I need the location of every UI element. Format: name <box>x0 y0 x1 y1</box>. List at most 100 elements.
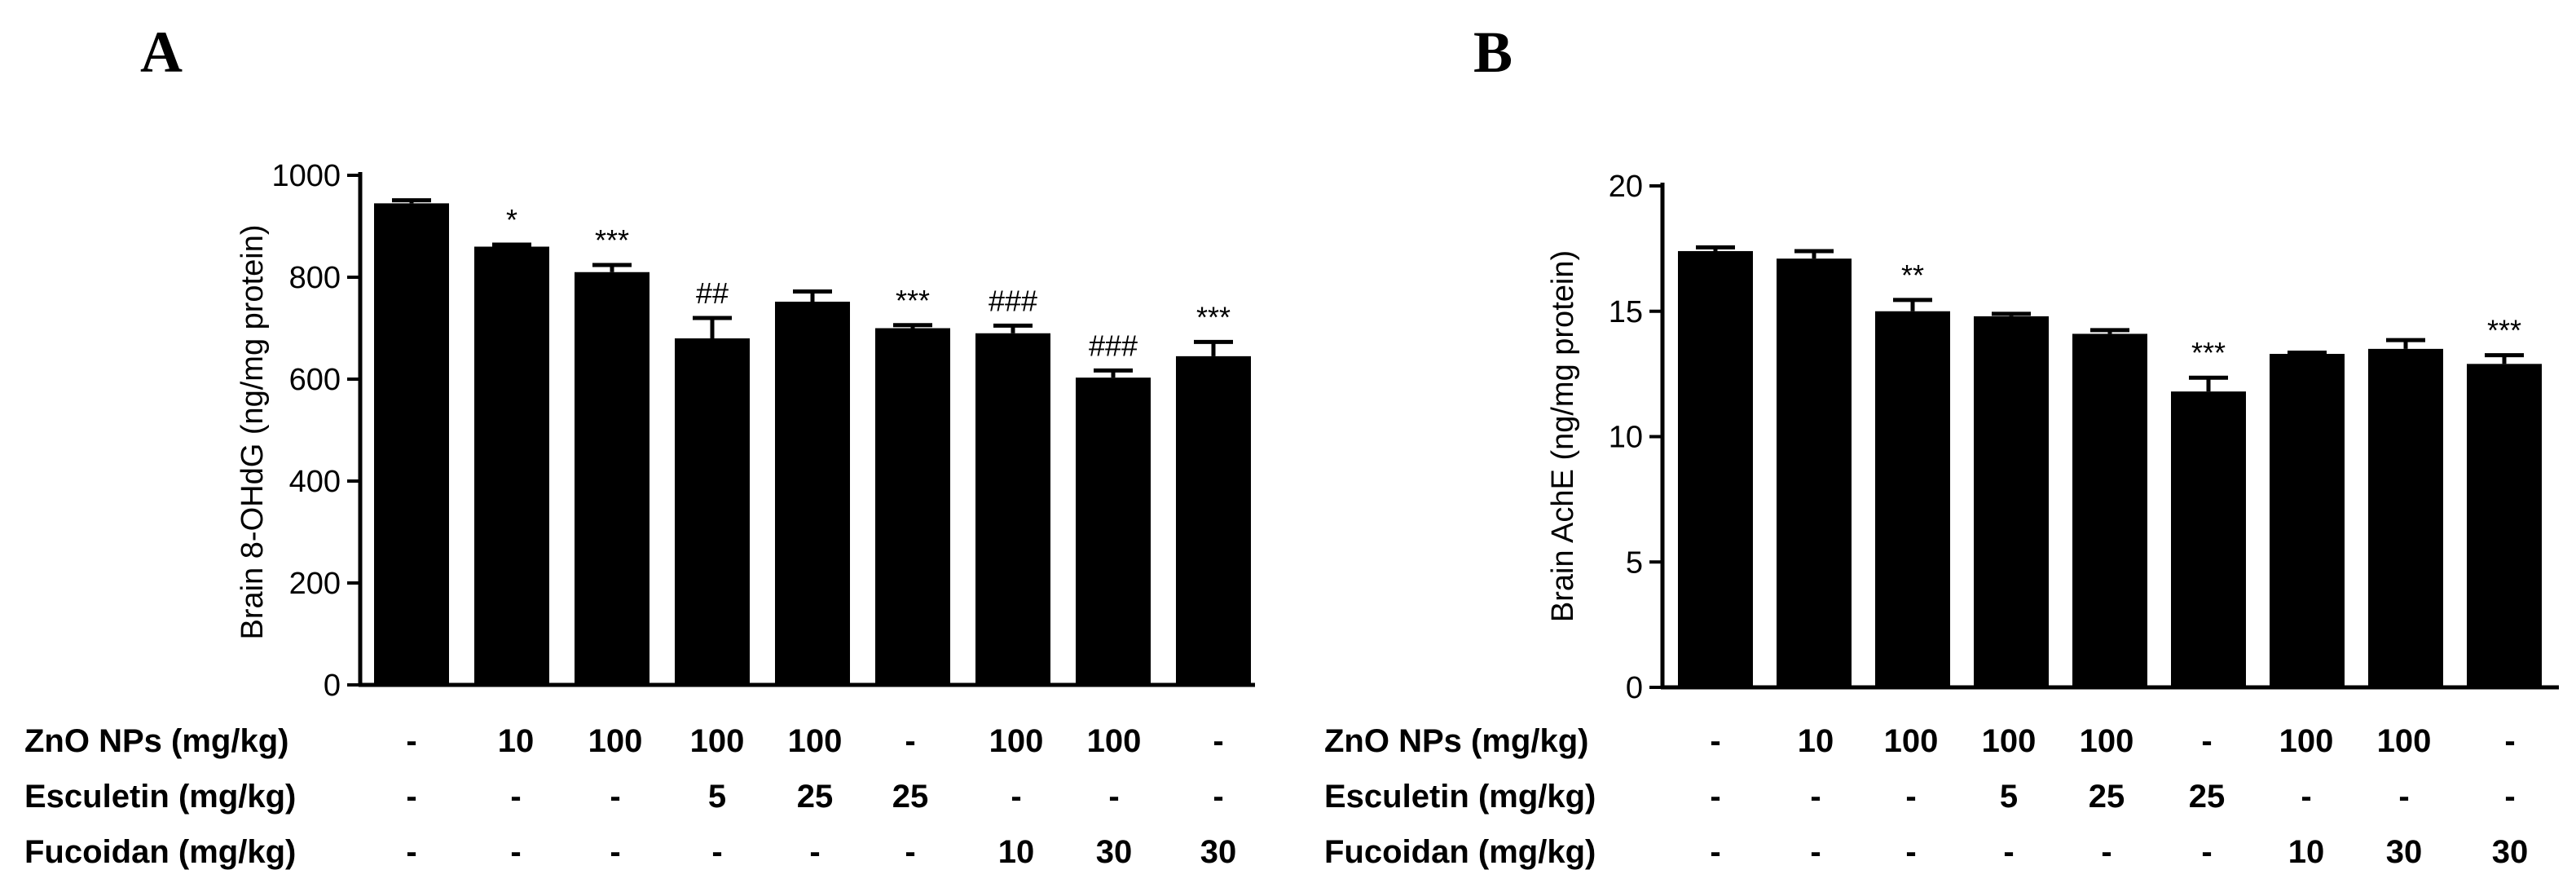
panel-a-y-tick-label: 1000 <box>271 159 341 193</box>
panel-b-y-tick-label: 5 <box>1626 545 1643 580</box>
panel-a-row-label: ZnO NPs (mg/kg) <box>24 723 288 759</box>
panel-a-row-cell: 10 <box>498 723 535 759</box>
panel-a-row-cell: 30 <box>1096 834 1133 870</box>
panel-a-row-cell: 5 <box>708 779 726 815</box>
panel-b-row-cell: - <box>1710 834 1720 870</box>
panel-a-significance-label: ### <box>1089 329 1138 362</box>
panel-b-row-cell: - <box>2301 779 2311 815</box>
panel-b-row-cell: 10 <box>1798 723 1834 759</box>
panel-a-bar <box>775 302 850 685</box>
panel-a-bar <box>1076 378 1151 685</box>
panel-a-row-cell: - <box>406 834 416 870</box>
panel-b-significance-label: *** <box>2487 314 2521 347</box>
panel-a-row-label: Esculetin (mg/kg) <box>24 779 296 815</box>
panel-b-row-label: Fucoidan (mg/kg) <box>1324 834 1596 870</box>
panel-a-significance-label: *** <box>595 223 629 257</box>
panel-a-row-cell: - <box>406 723 416 759</box>
panel-a-row-cell: - <box>1108 779 1119 815</box>
panel-a-row-cell: 100 <box>690 723 745 759</box>
panel-b-row-cell: 30 <box>2386 834 2423 870</box>
panel-a-row-cell: 100 <box>788 723 843 759</box>
panel-b-axes <box>1660 183 2559 690</box>
panel-a-axes <box>358 172 1255 687</box>
panel-b-row-cell: 100 <box>1884 723 1939 759</box>
panel-b-row-cell: - <box>2504 779 2515 815</box>
panel-a-row-cell: - <box>610 779 620 815</box>
panel-a-row-cell: 25 <box>892 779 929 815</box>
panel-b-row-cell: - <box>2504 723 2515 759</box>
panel-b-significance-label: *** <box>2191 336 2226 369</box>
panel-a-bar <box>474 246 549 685</box>
panel-a-significance-label: * <box>506 203 517 236</box>
panel-b-row-cell: 25 <box>2189 779 2226 815</box>
panel-b-row-cell: - <box>1710 723 1720 759</box>
panel-b-y-tick-label: 20 <box>1609 170 1643 204</box>
panel-b-row-cell: 100 <box>1982 723 2037 759</box>
panel-b-y-tick-label: 0 <box>1626 671 1643 705</box>
panel-a-significance-label: *** <box>1196 300 1231 333</box>
panel-a-row-cell: - <box>610 834 620 870</box>
panel-b-row-cell: 5 <box>2000 779 2018 815</box>
panel-b-y-tick-label: 15 <box>1609 295 1643 329</box>
panel-b-row-cell: - <box>1810 834 1821 870</box>
panel-a-bar <box>575 272 650 685</box>
panel-a-treatment-table: ZnO NPs (mg/kg) - 10 100 100 100 - 100 100 - Escul… <box>24 723 1236 870</box>
panel-b-row-cell: 30 <box>2492 834 2529 870</box>
panel-b-y-tick-label: 10 <box>1609 421 1643 455</box>
panel-a-y-tick-label: 0 <box>324 669 341 703</box>
panel-a-bar <box>975 333 1050 685</box>
panel-a-row-cell: - <box>510 834 521 870</box>
panel-b-row-cell: 25 <box>2089 779 2125 815</box>
panel-a-row-cell: 25 <box>797 779 834 815</box>
panel-a-significance-label: ### <box>989 284 1037 317</box>
panel-a-bar <box>675 338 750 685</box>
panel-a-significance-label: *** <box>896 284 930 317</box>
panel-b-bar <box>2270 354 2345 687</box>
panel-a-row-cell: - <box>510 779 521 815</box>
panel-b-row-cell: - <box>1905 779 1916 815</box>
panel-a-bar <box>875 328 950 685</box>
panel-a-y-tick-label: 800 <box>289 261 341 295</box>
panel-a-row-cell: - <box>1213 723 1223 759</box>
panel-a-row-cell: 30 <box>1200 834 1237 870</box>
panel-a-bar <box>1176 355 1251 685</box>
panel-b-row-cell: 100 <box>2080 723 2134 759</box>
panel-b-y-axis-label: Brain AchE (ng/mg protein) <box>1546 250 1580 622</box>
panel-b-bar <box>1974 316 2049 687</box>
panel-b-row-cell: - <box>2101 834 2111 870</box>
panel-a-row-cell: - <box>1011 779 1021 815</box>
panel-b-row-cell: 10 <box>2288 834 2325 870</box>
panel-b-row-label: Esculetin (mg/kg) <box>1324 779 1596 815</box>
panel-b-bar <box>2072 333 2147 687</box>
panel-a-y-axis-label: Brain 8-OHdG (ng/mg protein) <box>236 225 270 640</box>
panel-a-annotations: ****## *** ######*** <box>506 203 1231 362</box>
panel-a-row-cell: 100 <box>989 723 1044 759</box>
panel-a-row-label: Fucoidan (mg/kg) <box>24 834 296 870</box>
panel-b-bar <box>1875 311 1950 687</box>
panel-a-y-tick-label: 600 <box>289 363 341 397</box>
panel-a-row-cell: - <box>905 834 915 870</box>
panel-a-bars <box>374 203 1251 685</box>
panel-a-error-bars <box>392 198 1233 378</box>
panel-b-row-cell: - <box>1905 834 1916 870</box>
panel-b-bar <box>2368 348 2443 687</box>
panel-a-row-cell: 100 <box>1087 723 1142 759</box>
panel-a-significance-label: ## <box>696 276 729 310</box>
panel-a-y-tick-label: 200 <box>289 567 341 601</box>
panel-b-row-cell: - <box>2398 779 2409 815</box>
panel-b-treatment-table: ZnO NPs (mg/kg) - 10 100 100 100 - 100 100 - Escul… <box>1324 723 2528 870</box>
panel-b-bar <box>1678 250 1753 687</box>
panel-b-significance-label: ** <box>1901 258 1924 292</box>
panel-a-row-cell: - <box>905 723 915 759</box>
panel-b-row-cell: 100 <box>2279 723 2334 759</box>
panel-a-letter: A <box>140 20 183 85</box>
panel-a-row-cell: - <box>1213 779 1223 815</box>
panel-a-bar <box>374 203 449 685</box>
panel-b-row-cell: - <box>2201 834 2212 870</box>
panel-a-row-cell: - <box>406 779 416 815</box>
panel-a-y-tick-label: 400 <box>289 465 341 499</box>
panel-a: A Brain 8-OHdG (ng/mg protein) 0 200 400 60… <box>24 20 1255 870</box>
panel-b-bars <box>1678 250 2542 687</box>
panel-b-bar <box>2467 364 2542 687</box>
